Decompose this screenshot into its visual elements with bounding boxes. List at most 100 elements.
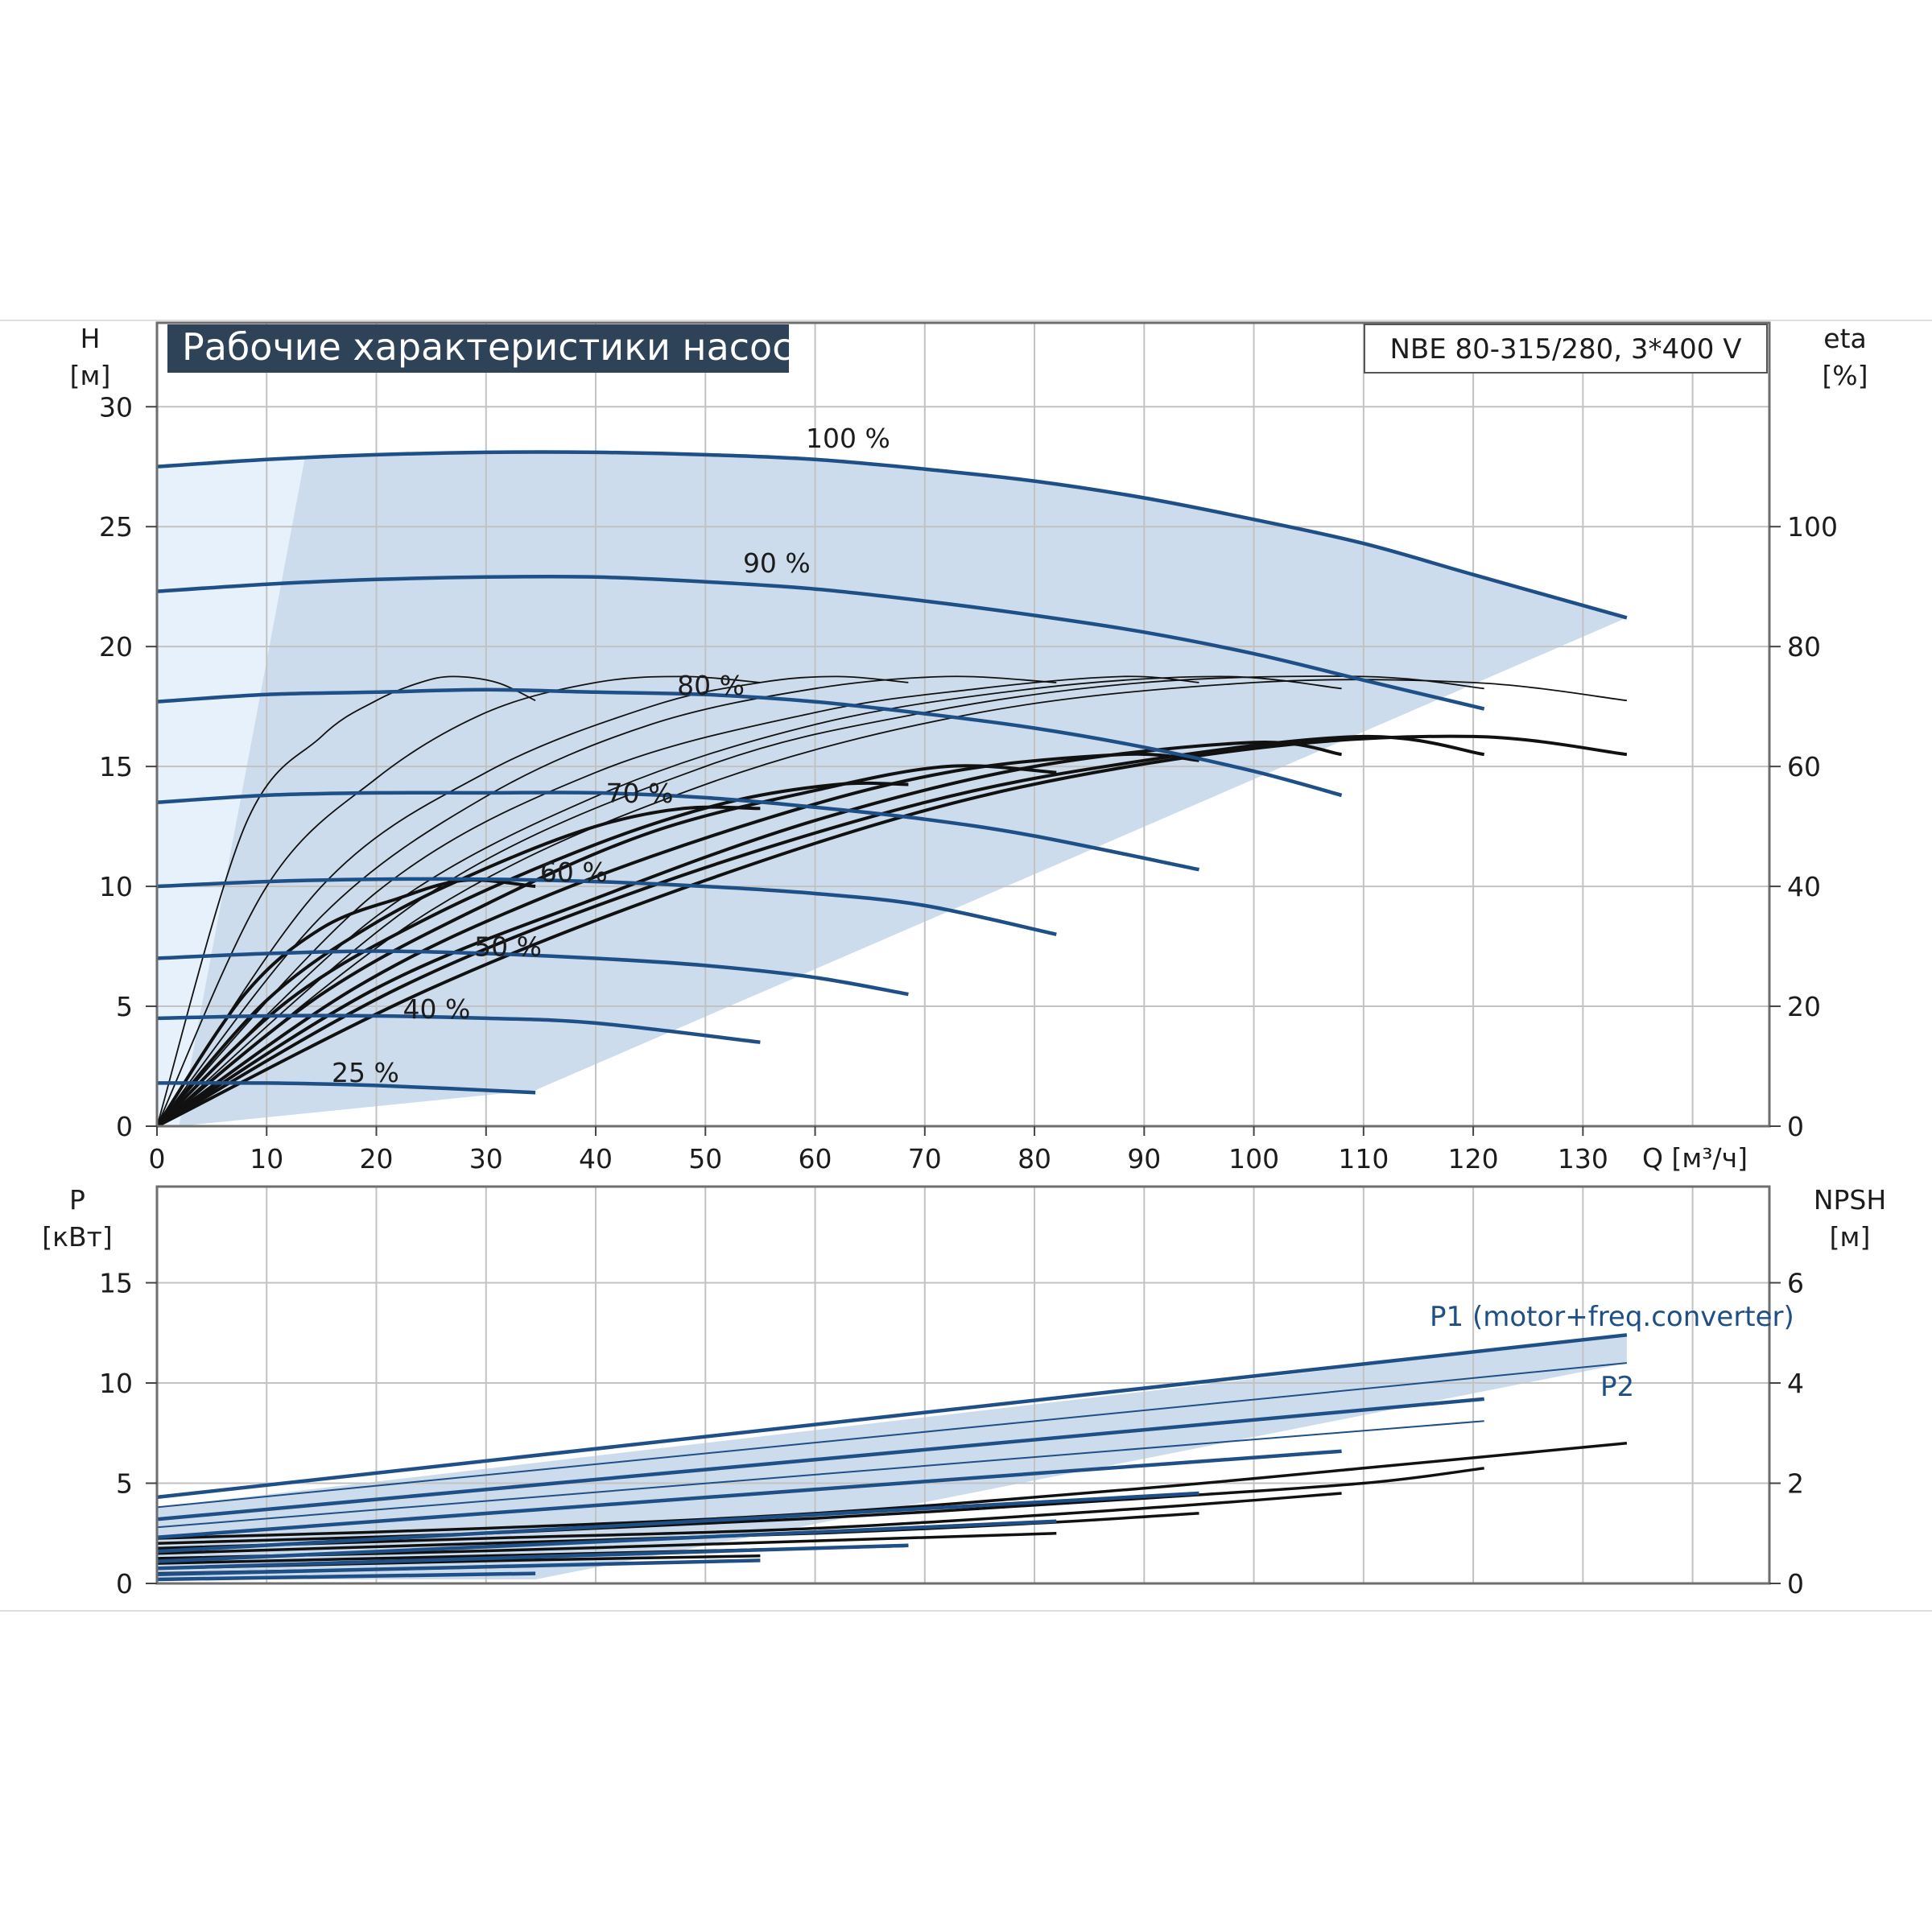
h-axis-label: H (80, 323, 101, 354)
power-axis-ticks: 0 5 10 15 0 2 4 6 (99, 1268, 1804, 1600)
efficiency-curve-thin (156, 675, 536, 1127)
x-tick-label: 40 (579, 1143, 613, 1174)
npsh-tick-label: 6 (1787, 1268, 1804, 1299)
efficiency-curve-thick (155, 752, 1199, 1128)
x-tick-label: 100 (1228, 1143, 1279, 1174)
h-tick-label: 10 (99, 871, 133, 902)
x-tick-label: 20 (360, 1143, 394, 1174)
efficiency-curve-thin (156, 675, 909, 1127)
p-axis-label: P (69, 1184, 85, 1216)
npsh-curve (156, 1492, 1342, 1550)
speed-curve-label: 50 % (474, 931, 542, 962)
eta-tick-label: 60 (1787, 751, 1821, 782)
model-box (1364, 324, 1768, 374)
eta-axis-label: eta (1823, 323, 1866, 354)
npsh-tick-label: 2 (1787, 1468, 1804, 1500)
eta-tick-label: 20 (1787, 991, 1821, 1022)
h-axis-unit: [м] (70, 360, 111, 391)
efficiency-curve-thick (155, 741, 1342, 1128)
p1-curve (156, 1543, 909, 1571)
p-tick-label: 15 (99, 1268, 133, 1299)
head-grid (157, 323, 1769, 1126)
npsh-tick-label: 0 (1787, 1568, 1804, 1600)
speed-curve (156, 1080, 536, 1095)
speed-curve-label: 80 % (677, 670, 745, 701)
p1-curve (156, 1519, 1057, 1563)
efficiency-curve-thick (156, 734, 1628, 1128)
npsh-axis-label: NPSH (1814, 1184, 1886, 1216)
eta-axis-unit: [%] (1822, 360, 1868, 391)
efficiency-curve-thick (155, 781, 909, 1128)
speed-curve-label: 25 % (332, 1057, 399, 1088)
speed-curve (156, 791, 1199, 872)
speed-curve (156, 687, 1343, 798)
h-tick-label: 15 (99, 751, 133, 782)
head-efficiency-panel: 100 % 90 % 80 % 70 % 60 % 50 %40 % 25 % 0 10 20 3… (70, 321, 1868, 1174)
h-tick-label: 30 (99, 391, 133, 423)
title-box (167, 324, 789, 373)
h-tick-label: 20 (99, 631, 133, 663)
model-label: NBE 80-315/280, 3*400 V (1389, 333, 1741, 365)
x-tick-label: 120 (1448, 1143, 1499, 1174)
operating-region (179, 452, 1627, 1126)
p1-curve (156, 1491, 1199, 1554)
q-axis-label: Q [м³/ч] (1642, 1142, 1748, 1174)
operating-area (157, 452, 1627, 1126)
x-tick-label: 60 (799, 1143, 832, 1174)
p1-curve (156, 1333, 1628, 1500)
h-tick-label: 25 (99, 511, 133, 543)
efficiency-curve-thin (156, 675, 1484, 1127)
h-tick-label: 0 (116, 1111, 133, 1142)
x-tick-label: 30 (469, 1143, 503, 1174)
npsh-tick-label: 4 (1787, 1368, 1804, 1399)
head-plot-frame (155, 321, 1771, 1128)
p1-curve (156, 1449, 1342, 1539)
p2-curve (156, 1420, 1484, 1529)
h-tick-label: 5 (116, 991, 133, 1022)
p-tick-label: 0 (116, 1568, 133, 1600)
x-tick-label: 70 (908, 1143, 942, 1174)
head-curves: 100 % 90 % 80 % 70 % 60 % 50 %40 % 25 % (155, 423, 1628, 1128)
p2-curve (156, 1362, 1627, 1509)
efficiency-curve-thin (156, 675, 1199, 1127)
x-tick-label: 80 (1018, 1143, 1051, 1174)
x-tick-label: 130 (1558, 1143, 1608, 1174)
speed-curve-label: 100 % (806, 423, 890, 454)
p1-curve (156, 1571, 536, 1582)
eta-tick-label: 40 (1787, 871, 1821, 902)
x-tick-label: 10 (250, 1143, 283, 1174)
speed-curve-label: 40 % (403, 993, 471, 1025)
speed-curve-label: 60 % (540, 857, 608, 888)
p2-label: P2 (1600, 1371, 1634, 1403)
npsh-curve (156, 1441, 1628, 1540)
x-tick-label: 0 (149, 1143, 166, 1174)
p1-curve (156, 1558, 761, 1577)
eta-tick-label: 100 (1787, 511, 1838, 543)
chart-title: Рабочие характеристики насоса (182, 325, 815, 369)
npsh-axis-unit: [м] (1830, 1221, 1871, 1253)
efficiency-curve-thin (156, 675, 761, 1127)
speed-curve (156, 877, 1057, 936)
p1-curve (156, 1397, 1484, 1521)
p-axis-unit: [кВт] (42, 1221, 113, 1253)
power-curves (156, 1333, 1628, 1582)
power-operating-region (157, 1335, 1627, 1579)
eta-tick-label: 80 (1787, 631, 1821, 663)
p1-label: P1 (motor+freq.converter) (1430, 1301, 1794, 1333)
speed-curve (156, 574, 1485, 711)
speed-curve (156, 949, 909, 997)
x-tick-label: 110 (1338, 1143, 1389, 1174)
head-axis-ticks: 0 10 20 30 40 50 60 70 80 90 100 110 120 130 0 5 10 15 20 2… (99, 391, 1838, 1174)
p-tick-label: 10 (99, 1368, 133, 1399)
power-operating-area (157, 1335, 1627, 1579)
x-tick-label: 90 (1127, 1143, 1161, 1174)
power-plot-frame (155, 1185, 1771, 1585)
low-flow-zone (157, 456, 305, 1126)
speed-curve-label: 90 % (743, 547, 811, 579)
p-tick-label: 5 (116, 1468, 133, 1500)
efficiency-curve-thick (155, 764, 1057, 1128)
efficiency-curve-thin (156, 679, 1628, 1127)
power-npsh-panel: 0 5 10 15 0 2 4 6 P [кВт] NPSH [м] P1 (motor+fr… (42, 1184, 1886, 1600)
eta-tick-label: 0 (1787, 1111, 1804, 1142)
